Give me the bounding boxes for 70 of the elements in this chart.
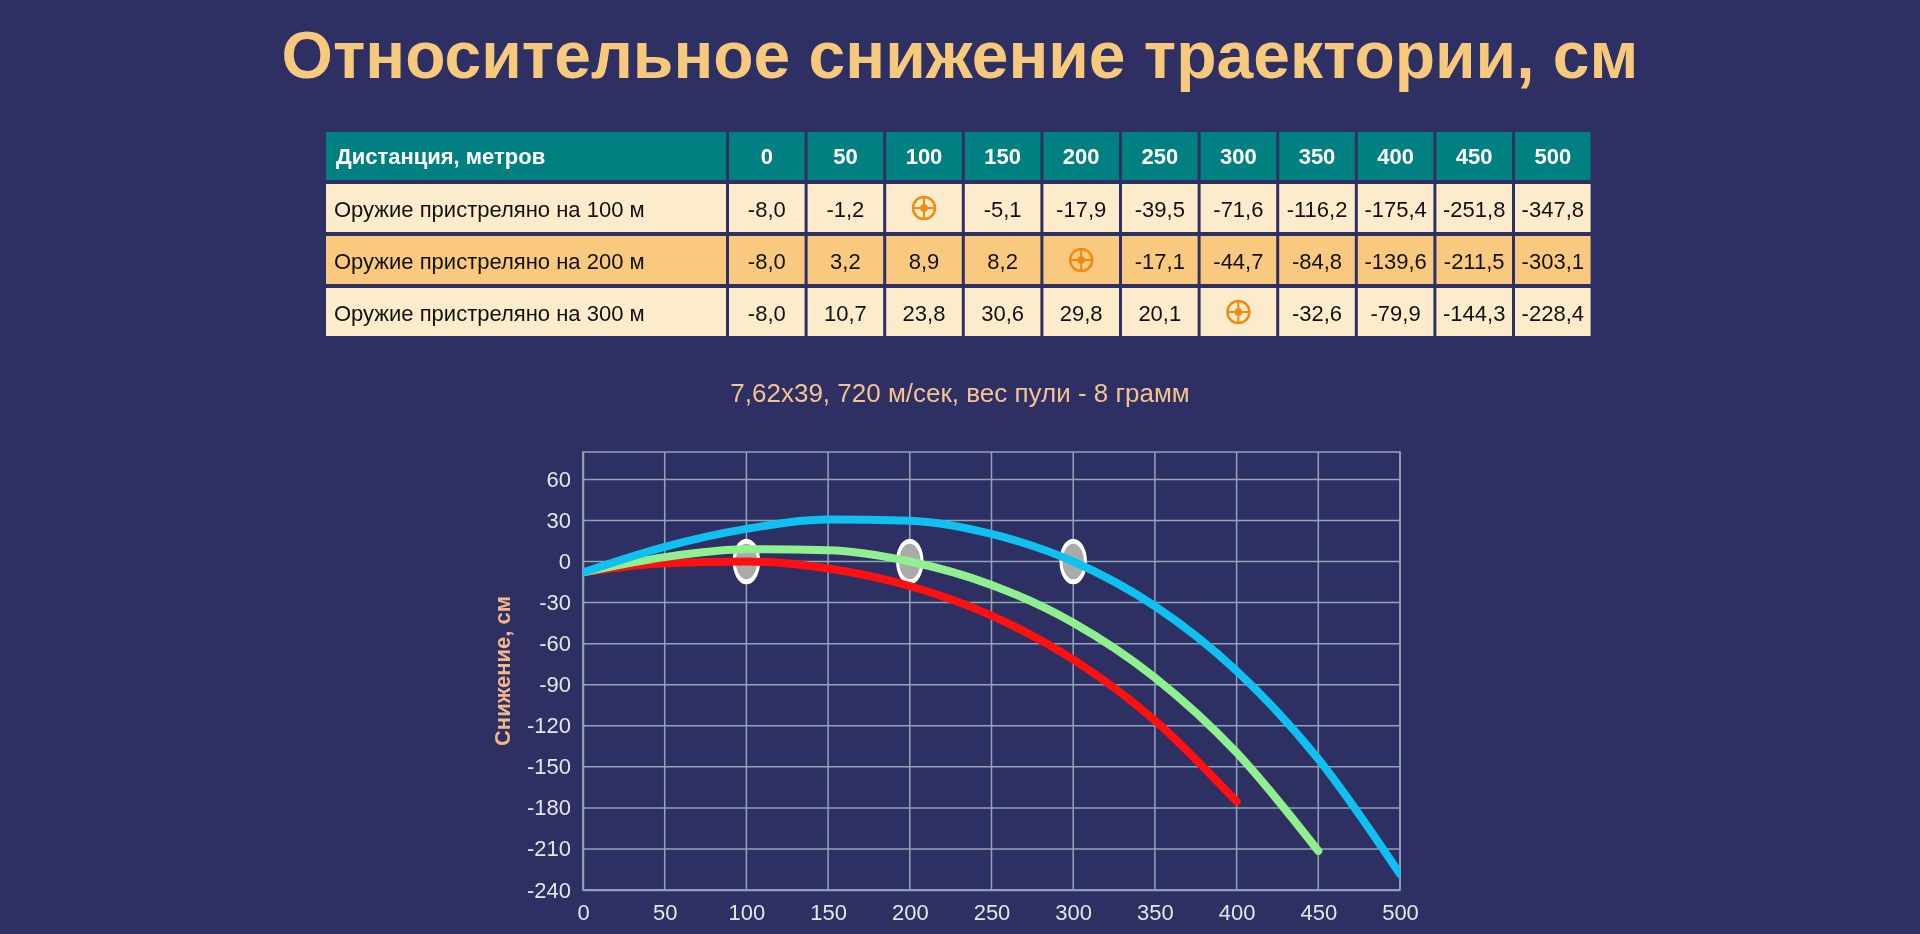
x-tick-label: 50 [833, 144, 858, 169]
x-tick-label: 200 [891, 899, 929, 925]
x-tick-label: 350 [1137, 899, 1174, 925]
data-label: -8,0 [747, 197, 786, 222]
data-label: 29,8 [1059, 301, 1103, 326]
data-label: -116,2 [1286, 197, 1348, 222]
data-label: 3,2 [830, 249, 861, 274]
data-label: -8,0 [747, 249, 786, 274]
data-label: -211,5 [1443, 249, 1505, 274]
data-label: -303,1 [1521, 249, 1584, 274]
y-tick-label: -150 [526, 754, 571, 780]
x-tick-label: 500 [1382, 899, 1419, 925]
y-tick-label: 0 [558, 549, 571, 575]
data-label: -251,8 [1443, 197, 1506, 222]
x-tick-label: 450 [1300, 899, 1338, 925]
x-tick-label: 250 [973, 899, 1011, 925]
y-tick-label: -90 [539, 672, 571, 698]
y-tick-label: Оружие пристреляно на 100 м [334, 197, 645, 222]
y-tick-label: 60 [546, 466, 571, 492]
y-tick-label: -210 [526, 836, 571, 862]
y-tick-label: -120 [526, 713, 571, 739]
data-label: -84,8 [1291, 249, 1343, 274]
x-tick-label: 100 [905, 144, 943, 169]
x-tick-label: 0 [577, 899, 590, 925]
data-label: 8,2 [987, 249, 1018, 274]
data-label: -44,7 [1213, 249, 1264, 274]
data-label: -175,4 [1364, 197, 1427, 222]
data-label: -5,1 [983, 197, 1022, 222]
data-label: -71,6 [1213, 197, 1264, 222]
data-label: 10,7 [823, 301, 867, 326]
data-label: -17,9 [1056, 197, 1107, 222]
x-tick-label: 200 [1062, 144, 1100, 169]
data-label: -17,1 [1134, 249, 1185, 274]
x-axis-title: Дистанция, метров [336, 144, 546, 169]
y-axis-title: Снижение, см [490, 595, 515, 747]
x-tick-label: 450 [1455, 144, 1493, 169]
data-label: -139,6 [1364, 249, 1427, 274]
y-tick-label: -180 [526, 795, 571, 821]
x-tick-label: 150 [810, 899, 847, 925]
y-tick-label: -240 [526, 877, 571, 903]
data-label: -8,0 [747, 301, 786, 326]
y-tick-label: 30 [546, 507, 571, 533]
x-tick-label: 400 [1377, 144, 1414, 169]
data-label: -144,3 [1443, 301, 1506, 326]
data-label: -39,5 [1134, 197, 1185, 222]
x-tick-label: 50 [652, 899, 678, 925]
x-tick-label: 400 [1218, 899, 1256, 925]
data-label: -79,9 [1370, 301, 1421, 326]
chart-title: 7,62x39, 720 м/сек, вес пули - 8 грамм [730, 378, 1190, 408]
chart-title: Относительное снижение траектории, см [281, 18, 1639, 92]
data-label: -32,6 [1291, 301, 1343, 326]
y-tick-label: Оружие пристреляно на 300 м [334, 301, 645, 326]
x-tick-label: 250 [1141, 144, 1179, 169]
data-label: -347,8 [1521, 197, 1584, 222]
x-tick-label: 300 [1055, 899, 1093, 925]
x-tick-label: 150 [984, 144, 1021, 169]
x-tick-label: 300 [1220, 144, 1257, 169]
y-tick-label: Оружие пристреляно на 200 м [334, 249, 645, 274]
data-label: 23,8 [902, 301, 946, 326]
data-label: 30,6 [981, 301, 1025, 326]
y-tick-label: -30 [539, 590, 571, 616]
x-tick-label: 0 [760, 144, 773, 169]
y-tick-label: -60 [539, 631, 571, 657]
data-label: -228,4 [1521, 301, 1584, 326]
x-tick-label: 100 [728, 899, 766, 925]
data-label: -1,2 [826, 197, 865, 222]
x-tick-label: 350 [1298, 144, 1336, 169]
x-tick-label: 500 [1534, 144, 1572, 169]
data-label: 20,1 [1138, 301, 1182, 326]
data-label: 8,9 [908, 249, 940, 274]
